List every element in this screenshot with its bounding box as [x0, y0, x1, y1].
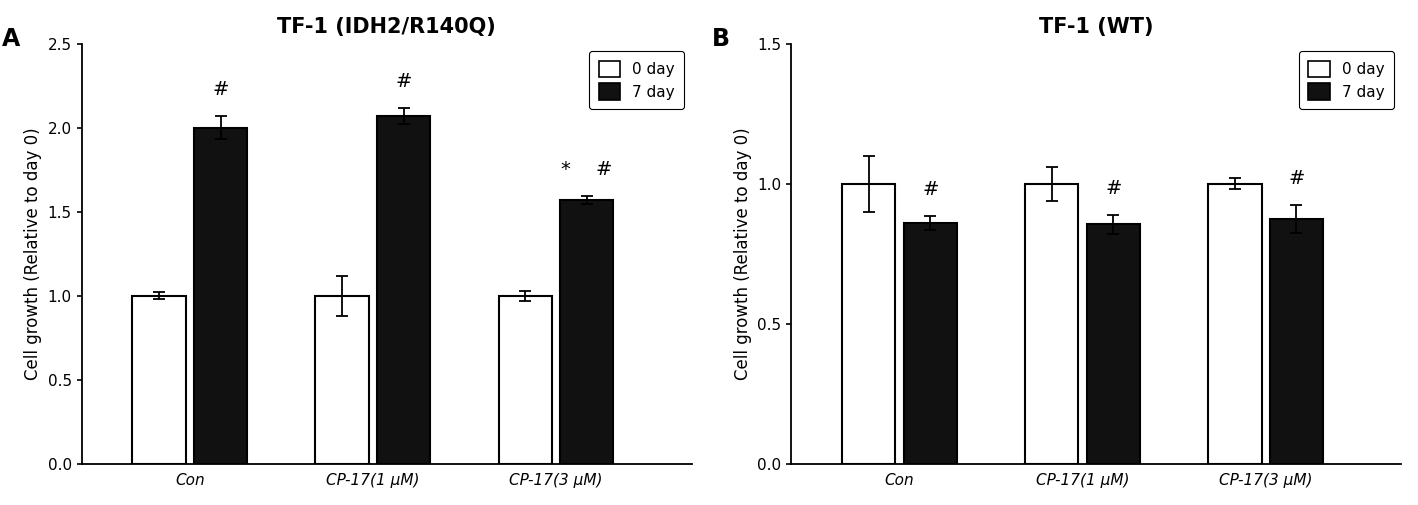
Text: #: #: [213, 80, 228, 99]
Text: #: #: [396, 72, 411, 91]
Text: #: #: [1289, 169, 1305, 188]
Y-axis label: Cell growth (Relative to day 0): Cell growth (Relative to day 0): [24, 127, 43, 380]
Text: #: #: [596, 160, 611, 179]
Text: #: #: [1105, 179, 1122, 198]
Legend: 0 day, 7 day: 0 day, 7 day: [1299, 52, 1394, 109]
Bar: [842, 184, 895, 464]
Bar: [132, 296, 186, 464]
Bar: [1086, 224, 1140, 464]
Legend: 0 day, 7 day: 0 day, 7 day: [590, 52, 683, 109]
Title: TF-1 (WT): TF-1 (WT): [1039, 17, 1154, 37]
Bar: [194, 128, 247, 464]
Text: #: #: [922, 180, 939, 199]
Text: B: B: [712, 27, 730, 51]
Text: *: *: [560, 160, 570, 179]
Bar: [499, 296, 552, 464]
Bar: [903, 223, 957, 464]
Bar: [560, 200, 614, 464]
Bar: [1271, 219, 1323, 464]
Y-axis label: Cell growth (Relative to day 0): Cell growth (Relative to day 0): [735, 127, 752, 380]
Text: A: A: [3, 27, 20, 51]
Bar: [1208, 184, 1262, 464]
Title: TF-1 (IDH2/R140Q): TF-1 (IDH2/R140Q): [278, 17, 496, 37]
Bar: [315, 296, 369, 464]
Bar: [1025, 184, 1079, 464]
Bar: [377, 116, 430, 464]
